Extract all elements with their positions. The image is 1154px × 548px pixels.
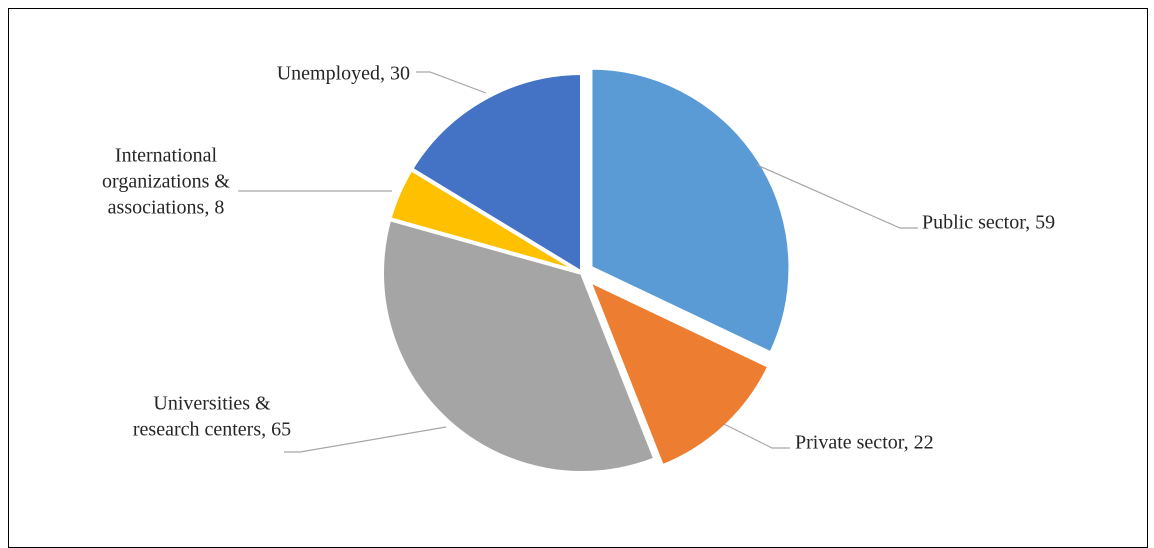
leader-line: [416, 71, 487, 94]
leader-line: [723, 423, 790, 449]
pie-slice-public-sector: [588, 65, 793, 356]
slice-label: Unemployed, 30: [277, 63, 410, 85]
leader-lines: [238, 71, 918, 453]
slice-label: Private sector, 22: [795, 432, 934, 454]
leader-line: [284, 426, 447, 453]
pie-slice-universities-research-centers: [380, 217, 658, 475]
slice-label: organizations &: [102, 171, 230, 193]
pie-slice-unemployed: [409, 71, 584, 275]
slice-label: International: [115, 145, 218, 167]
slice-label: Universities &: [153, 393, 271, 415]
slice-labels: Public sector, 59 Private sector, 22 Unive…: [102, 63, 1055, 454]
slice-label: associations, 8: [108, 197, 225, 219]
leader-line: [756, 164, 918, 229]
pie-slices: [380, 65, 793, 475]
pie-chart: Public sector, 59 Private sector, 22 Unive…: [102, 63, 1055, 475]
slice-label: research centers, 65: [133, 419, 291, 441]
slice-label: Public sector, 59: [922, 212, 1055, 234]
pie-slice-private-sector: [586, 278, 772, 469]
